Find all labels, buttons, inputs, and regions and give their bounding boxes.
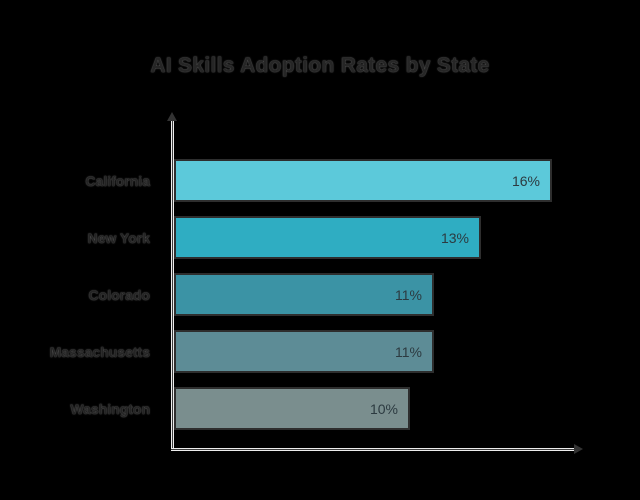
bar: 10%: [174, 387, 410, 430]
value-label: 16%: [511, 172, 540, 189]
bar-row: Massachusetts 11%: [0, 330, 640, 373]
bar-row: New York 13%: [0, 216, 640, 259]
category-label: New York: [87, 229, 150, 246]
bar: 13%: [174, 216, 481, 259]
category-label: Massachusetts: [49, 343, 150, 360]
value-label: 11%: [395, 343, 422, 360]
chart-title: AI Skills Adoption Rates by State: [150, 54, 490, 77]
value-label: 11%: [395, 286, 422, 303]
bar-row: Washington 10%: [0, 387, 640, 430]
bar-row: California 16%: [0, 159, 640, 202]
bar: 16%: [174, 159, 552, 202]
category-label: California: [85, 172, 150, 189]
bar: 11%: [174, 330, 434, 373]
bar-row: Colorado 11%: [0, 273, 640, 316]
bar: 11%: [174, 273, 434, 316]
y-axis-arrowhead-icon: [167, 112, 177, 121]
x-axis-arrowhead-icon: [574, 444, 583, 454]
x-axis-line: [171, 448, 575, 451]
y-axis-line: [171, 120, 174, 451]
category-label: Washington: [70, 400, 150, 417]
category-label: Colorado: [88, 286, 150, 303]
value-label: 10%: [369, 400, 398, 417]
value-label: 13%: [440, 229, 469, 246]
